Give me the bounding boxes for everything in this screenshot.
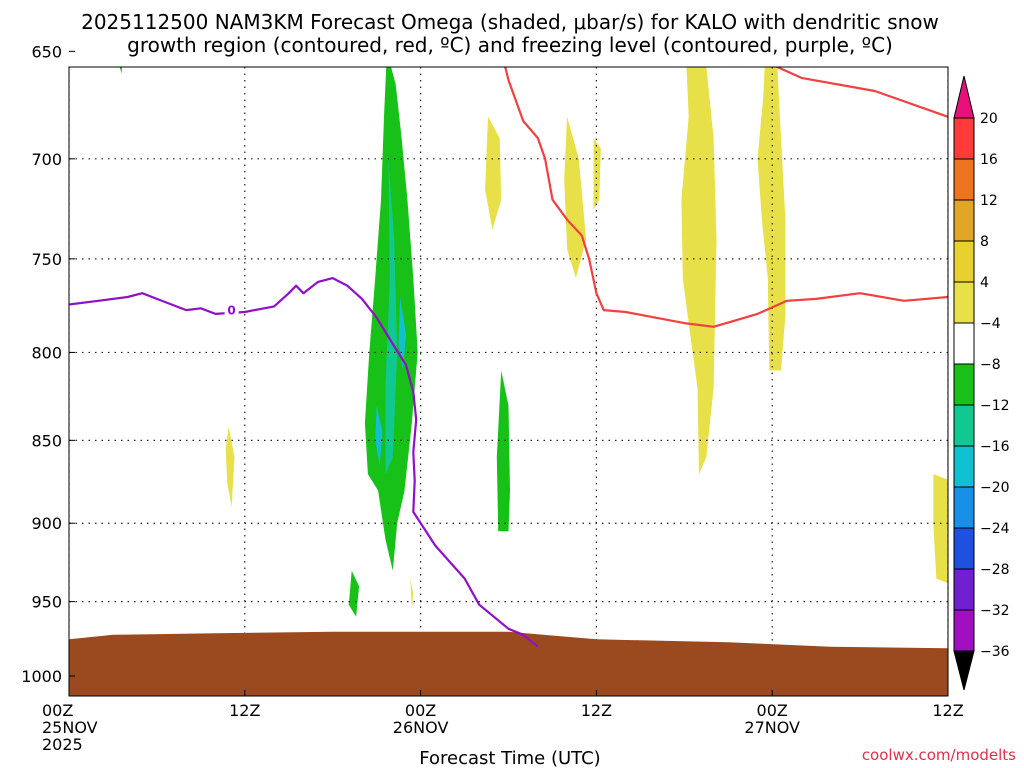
y-tick-label: 650 <box>31 42 62 61</box>
colorbar-segment <box>953 117 975 160</box>
omega-region <box>496 370 510 532</box>
colorbar-tick-label: −12 <box>980 398 1010 414</box>
chart-title-line1: 2025112500 NAM3KM Forecast Omega (shaded… <box>81 10 939 34</box>
omega-region <box>757 67 786 371</box>
colorbar-segment <box>953 568 975 611</box>
grid-lines <box>69 67 948 696</box>
y-tick-label: 800 <box>31 343 62 362</box>
ground-fill <box>69 631 948 696</box>
colorbar-tick-label: 12 <box>980 193 998 209</box>
colorbar-tick-label: −24 <box>980 521 1010 537</box>
y-axis: 2503003504004505005506006507007508008509… <box>21 42 75 686</box>
contour-label: 0 <box>227 304 235 318</box>
x-tick-label: 00Z <box>757 701 788 720</box>
x-axis-label: Forecast Time (UTC) <box>419 748 600 768</box>
omega-region <box>593 138 601 210</box>
colorbar-segment <box>953 486 975 529</box>
omega-region <box>398 297 406 371</box>
y-tick-label: 850 <box>31 431 62 450</box>
x-tick-label: 2025 <box>42 735 83 754</box>
omega-region <box>681 67 717 475</box>
x-tick-label: 26NOV <box>393 718 449 737</box>
colorbar-segment <box>953 445 975 488</box>
colorbar-segment <box>953 404 975 447</box>
colorbar-tick-label: −4 <box>980 316 1001 332</box>
colorbar-tick-label: −16 <box>980 439 1010 455</box>
colorbar: 20 16 12 8 4 −4 −8 −12 −16 −20 −24 −28 −32 −36 <box>953 75 1010 691</box>
colorbar-segment <box>953 609 975 652</box>
y-tick-label: 900 <box>31 514 62 533</box>
chart-title-line2: growth region (contoured, red, ºC) and f… <box>127 33 893 57</box>
colorbar-segment <box>953 199 975 242</box>
y-tick-label: 750 <box>31 250 62 269</box>
contour-line <box>504 67 948 328</box>
x-tick-label: 27NOV <box>744 718 800 737</box>
colorbar-tick-label: −36 <box>980 644 1010 660</box>
omega-region <box>933 474 948 584</box>
x-tick-label: 00Z <box>42 701 73 720</box>
colorbar-tick-label: −28 <box>980 562 1010 578</box>
colorbar-tick-label: −32 <box>980 603 1010 619</box>
colorbar-tick-label: 20 <box>980 111 998 127</box>
x-tick-label: 12Z <box>229 701 260 720</box>
omega-region <box>119 67 122 74</box>
y-tick-label: 1000 <box>21 667 62 686</box>
credit-text: coolwx.com/modelts <box>862 746 1016 764</box>
omega-region <box>410 578 414 610</box>
x-tick-label: 00Z <box>405 701 436 720</box>
colorbar-top-triangle <box>953 75 975 119</box>
y-tick-label: 700 <box>31 150 62 169</box>
colorbar-segment <box>953 363 975 406</box>
x-tick-label: 25NOV <box>42 718 98 737</box>
plot-frame <box>68 66 949 697</box>
colorbar-bottom-triangle <box>953 650 975 691</box>
temperature-contours: -18-120 <box>69 67 948 648</box>
colorbar-segment <box>953 240 975 283</box>
omega-region <box>385 158 398 475</box>
omega-region <box>348 570 360 617</box>
x-tick-label: 12Z <box>581 701 612 720</box>
omega-region <box>564 116 587 279</box>
omega-region <box>225 426 235 507</box>
colorbar-tick-label: −8 <box>980 357 1001 373</box>
plot-area <box>69 67 948 696</box>
colorbar-tick-label: 16 <box>980 152 998 168</box>
x-tick-label: 12Z <box>932 701 963 720</box>
colorbar-segment <box>953 281 975 324</box>
contour-line <box>69 277 539 648</box>
colorbar-segment <box>953 322 975 365</box>
omega-shading <box>119 67 948 617</box>
ground-layer <box>69 631 948 696</box>
y-tick-label: 950 <box>31 593 62 612</box>
colorbar-tick-label: 4 <box>980 275 989 291</box>
colorbar-segment <box>953 527 975 570</box>
colorbar-tick-label: −20 <box>980 480 1010 496</box>
omega-region <box>375 405 383 466</box>
omega-region <box>485 116 502 230</box>
colorbar-tick-label: 8 <box>980 234 989 250</box>
colorbar-segment <box>953 158 975 201</box>
contour-label-bg <box>224 302 239 319</box>
